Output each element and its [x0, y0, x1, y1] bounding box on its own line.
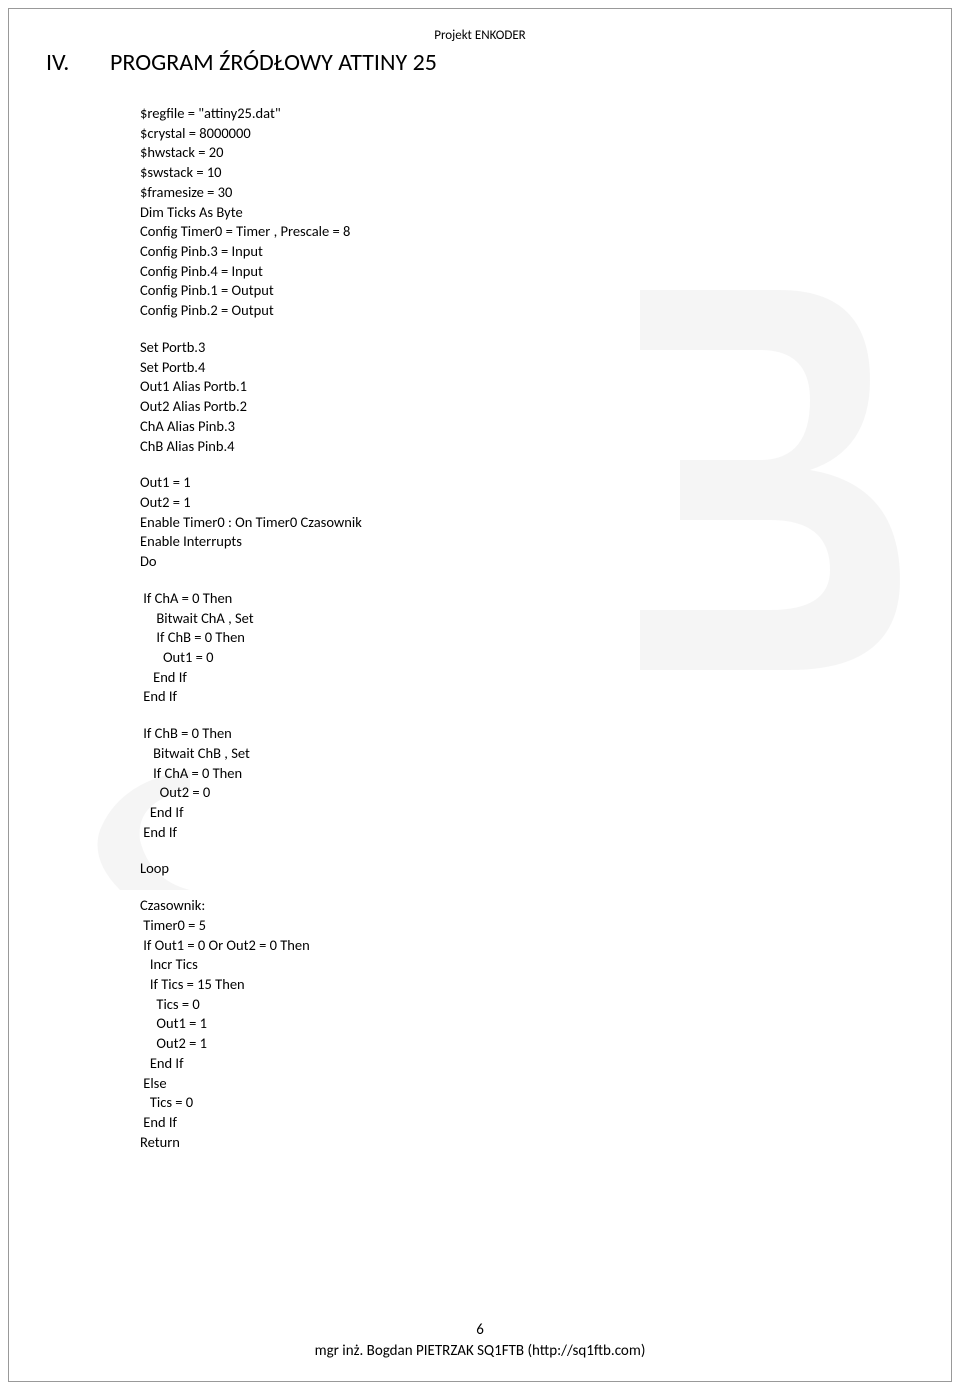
- document-header: Projekt ENKODER: [0, 28, 960, 43]
- section-title: PROGRAM ŹRÓDŁOWY ATTINY 25: [110, 48, 437, 77]
- code-line: Out1 Alias Portb.1: [140, 377, 362, 397]
- code-group: Out1 = 1Out2 = 1Enable Timer0 : On Timer…: [140, 473, 362, 572]
- code-line: End If: [140, 687, 362, 707]
- code-line: Out2 Alias Portb.2: [140, 397, 362, 417]
- code-line: Czasownik:: [140, 896, 362, 916]
- code-line: If Out1 = 0 Or Out2 = 0 Then: [140, 936, 362, 956]
- code-line: End If: [140, 823, 362, 843]
- code-line: Set Portb.3: [140, 338, 362, 358]
- code-line: Out2 = 0: [140, 783, 362, 803]
- code-line: ChB Alias Pinb.4: [140, 437, 362, 457]
- code-line: Set Portb.4: [140, 358, 362, 378]
- page-number: 6: [0, 1320, 960, 1341]
- code-line: Out2 = 1: [140, 493, 362, 513]
- code-line: Incr Tics: [140, 955, 362, 975]
- code-line: $framesize = 30: [140, 183, 362, 203]
- code-line: Return: [140, 1133, 362, 1153]
- code-group: If ChA = 0 Then Bitwait ChA , Set If ChB…: [140, 589, 362, 707]
- code-line: Tics = 0: [140, 995, 362, 1015]
- code-line: ChA Alias Pinb.3: [140, 417, 362, 437]
- code-line: $regfile = "attiny25.dat": [140, 104, 362, 124]
- code-line: $hwstack = 20: [140, 143, 362, 163]
- code-line: Config Pinb.3 = Input: [140, 242, 362, 262]
- footer-author: mgr inż. Bogdan PIETRZAK SQ1FTB (http://…: [315, 1342, 646, 1360]
- code-line: Config Timer0 = Timer , Prescale = 8: [140, 222, 362, 242]
- code-line: Else: [140, 1074, 362, 1094]
- code-line: If ChA = 0 Then: [140, 764, 362, 784]
- source-code-block: $regfile = "attiny25.dat"$crystal = 8000…: [140, 104, 362, 1170]
- code-line: End If: [140, 803, 362, 823]
- section-number: IV.: [46, 48, 69, 77]
- code-line: Timer0 = 5: [140, 916, 362, 936]
- watermark-letter-b: [640, 290, 920, 670]
- code-line: If Tics = 15 Then: [140, 975, 362, 995]
- code-line: Enable Interrupts: [140, 532, 362, 552]
- code-line: If ChA = 0 Then: [140, 589, 362, 609]
- code-line: Tics = 0: [140, 1093, 362, 1113]
- code-group: Set Portb.3Set Portb.4Out1 Alias Portb.1…: [140, 338, 362, 456]
- code-group: $regfile = "attiny25.dat"$crystal = 8000…: [140, 104, 362, 321]
- page-footer: 6 mgr inż. Bogdan PIETRZAK SQ1FTB (http:…: [0, 1320, 960, 1362]
- code-line: If ChB = 0 Then: [140, 724, 362, 744]
- code-line: Out1 = 1: [140, 1014, 362, 1034]
- code-line: $swstack = 10: [140, 163, 362, 183]
- code-line: Bitwait ChA , Set: [140, 609, 362, 629]
- code-line: End If: [140, 1054, 362, 1074]
- code-line: $crystal = 8000000: [140, 124, 362, 144]
- code-line: Enable Timer0 : On Timer0 Czasownik: [140, 513, 362, 533]
- code-line: Out1 = 0: [140, 648, 362, 668]
- code-line: Bitwait ChB , Set: [140, 744, 362, 764]
- code-group: If ChB = 0 Then Bitwait ChB , Set If ChA…: [140, 724, 362, 842]
- code-group: Czasownik: Timer0 = 5 If Out1 = 0 Or Out…: [140, 896, 362, 1152]
- code-line: Out2 = 1: [140, 1034, 362, 1054]
- code-line: If ChB = 0 Then: [140, 628, 362, 648]
- code-line: Out1 = 1: [140, 473, 362, 493]
- code-line: Config Pinb.1 = Output: [140, 281, 362, 301]
- code-line: Config Pinb.2 = Output: [140, 301, 362, 321]
- code-line: End If: [140, 1113, 362, 1133]
- code-line: Dim Ticks As Byte: [140, 203, 362, 223]
- code-line: Do: [140, 552, 362, 572]
- code-line: Config Pinb.4 = Input: [140, 262, 362, 282]
- code-group: Loop: [140, 859, 362, 879]
- code-line: Loop: [140, 859, 362, 879]
- code-line: End If: [140, 668, 362, 688]
